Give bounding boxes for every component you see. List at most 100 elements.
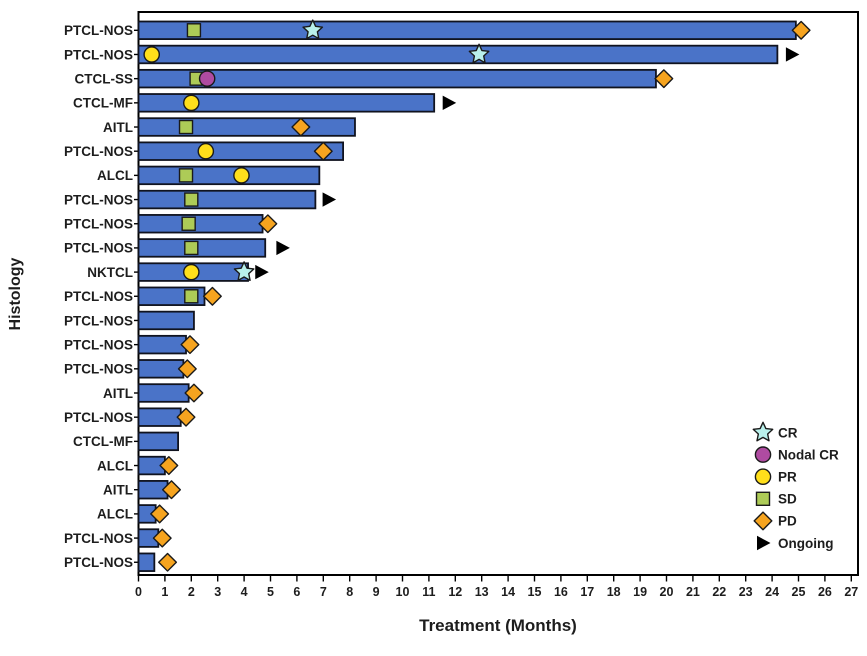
y-tick-label: ALCL bbox=[97, 168, 133, 183]
y-tick-label: PTCL-NOS bbox=[64, 23, 133, 38]
pd-marker bbox=[184, 383, 204, 403]
y-tick-label: PTCL-NOS bbox=[64, 289, 133, 304]
x-tick-label: 24 bbox=[765, 585, 779, 599]
y-tick-label: PTCL-NOS bbox=[64, 410, 133, 425]
swimmer-bar bbox=[137, 165, 321, 186]
swimmer-bar bbox=[137, 189, 317, 210]
pr-marker bbox=[182, 94, 200, 112]
swimmer-bar bbox=[137, 117, 356, 137]
x-tick-label: 5 bbox=[267, 585, 274, 599]
x-tick-label: 7 bbox=[320, 585, 327, 599]
x-tick-label: 1 bbox=[161, 585, 168, 599]
ongoing-marker bbox=[322, 192, 337, 207]
pr-marker bbox=[143, 46, 160, 63]
y-tick-label: ALCL bbox=[97, 458, 133, 473]
swimmer-bar bbox=[137, 552, 156, 572]
sd-marker bbox=[178, 119, 194, 135]
x-tick-label: 6 bbox=[293, 585, 300, 599]
legend: CR Nodal CR PR SD PD Ongoing bbox=[752, 421, 839, 551]
legend-label: Ongoing bbox=[778, 536, 833, 551]
pd-marker bbox=[150, 504, 170, 524]
legend-item-pr: PR bbox=[754, 468, 797, 486]
x-tick-label: 13 bbox=[475, 585, 489, 599]
x-tick-label: 15 bbox=[528, 585, 542, 599]
y-tick-label: AITL bbox=[103, 120, 133, 135]
nodal-cr-marker bbox=[198, 70, 216, 87]
y-tick-label: PTCL-NOS bbox=[64, 144, 133, 159]
x-tick-label: 18 bbox=[607, 585, 621, 599]
legend-label: Nodal CR bbox=[778, 447, 839, 462]
y-tick-label: CTCL-MF bbox=[73, 96, 133, 111]
legend-label: SD bbox=[778, 492, 797, 507]
nodal-cr-marker bbox=[754, 446, 772, 463]
pr-marker bbox=[233, 167, 250, 184]
swimmer-bar bbox=[137, 214, 264, 234]
x-tick-label: 27 bbox=[844, 585, 858, 599]
pd-marker bbox=[654, 69, 674, 89]
x-tick-label: 21 bbox=[686, 585, 700, 599]
sd-marker bbox=[181, 216, 196, 231]
legend-item-cr: CR bbox=[752, 421, 798, 442]
ongoing-marker bbox=[276, 240, 290, 256]
cr-marker bbox=[302, 19, 324, 40]
cr-marker bbox=[468, 43, 490, 64]
x-tick-label: 12 bbox=[448, 585, 462, 599]
pd-marker bbox=[313, 141, 333, 161]
x-tick-label: 3 bbox=[214, 585, 221, 599]
y-tick-label: PTCL-NOS bbox=[64, 217, 133, 232]
ongoing-marker bbox=[785, 47, 800, 62]
x-tick-label: 11 bbox=[422, 585, 435, 599]
swimmer-bar bbox=[137, 383, 190, 403]
y-tick-label: CTCL-MF bbox=[73, 434, 133, 449]
y-tick-label: AITL bbox=[103, 386, 133, 401]
y-tick-label: CTCL-SS bbox=[75, 71, 134, 86]
pd-marker bbox=[176, 407, 196, 427]
sd-marker bbox=[178, 168, 194, 183]
pd-marker bbox=[180, 335, 200, 355]
swimmer-bar bbox=[137, 310, 195, 331]
pr-marker bbox=[754, 468, 772, 486]
ongoing-marker bbox=[442, 95, 457, 111]
y-tick-label: PTCL-NOS bbox=[64, 313, 133, 328]
swimmer-bar bbox=[137, 20, 797, 41]
x-tick-label: 22 bbox=[712, 585, 726, 599]
swimmer-bar bbox=[137, 93, 436, 113]
sd-marker bbox=[755, 491, 771, 506]
pd-marker bbox=[162, 480, 181, 500]
pd-marker bbox=[202, 286, 222, 306]
y-tick-label: AITL bbox=[103, 483, 133, 498]
pr-marker bbox=[182, 263, 200, 281]
y-axis-title: Histology bbox=[7, 257, 24, 330]
swimmer-bar bbox=[137, 68, 657, 89]
pd-marker bbox=[152, 528, 172, 548]
pd-marker bbox=[291, 117, 311, 137]
sd-marker bbox=[184, 289, 199, 304]
x-tick-label: 16 bbox=[554, 585, 568, 599]
legend-label: CR bbox=[778, 425, 798, 440]
x-tick-label: 4 bbox=[241, 585, 248, 599]
y-tick-label: PTCL-NOS bbox=[64, 241, 133, 256]
x-tick-label: 23 bbox=[739, 585, 753, 599]
swimmer-bar bbox=[137, 359, 185, 379]
swimmer-bar bbox=[137, 238, 267, 258]
legend-label: PR bbox=[778, 470, 797, 485]
y-tick-label: PTCL-NOS bbox=[64, 362, 133, 377]
ongoing-marker bbox=[255, 264, 269, 280]
legend-item-nodal-cr: Nodal CR bbox=[754, 446, 839, 463]
legend-item-sd: SD bbox=[755, 491, 797, 507]
y-tick-label: PTCL-NOS bbox=[64, 555, 133, 570]
sd-marker bbox=[184, 192, 199, 207]
pd-marker bbox=[258, 214, 278, 234]
y-tick-label: ALCL bbox=[97, 507, 133, 522]
swimmer-bar bbox=[137, 407, 182, 427]
pd-marker bbox=[753, 511, 773, 531]
x-tick-label: 8 bbox=[346, 585, 353, 599]
y-tick-label: PTCL-NOS bbox=[64, 337, 133, 352]
x-tick-label: 10 bbox=[396, 585, 410, 599]
y-tick-label: PTCL-NOS bbox=[64, 47, 133, 62]
x-tick-label: 25 bbox=[792, 585, 806, 599]
y-tick-label: NKTCL bbox=[87, 265, 133, 280]
pd-marker bbox=[159, 456, 179, 476]
sd-marker bbox=[186, 23, 202, 38]
